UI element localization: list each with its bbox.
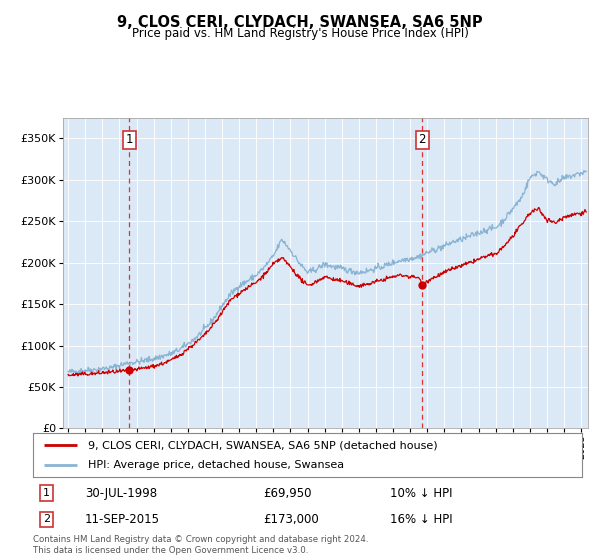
Text: 2: 2 (43, 515, 50, 524)
Text: 16% ↓ HPI: 16% ↓ HPI (390, 513, 452, 526)
Text: £173,000: £173,000 (263, 513, 319, 526)
Text: £69,950: £69,950 (263, 487, 312, 500)
Text: 1: 1 (125, 133, 133, 147)
Text: 9, CLOS CERI, CLYDACH, SWANSEA, SA6 5NP: 9, CLOS CERI, CLYDACH, SWANSEA, SA6 5NP (117, 15, 483, 30)
Text: 2: 2 (419, 133, 426, 147)
Text: HPI: Average price, detached house, Swansea: HPI: Average price, detached house, Swan… (88, 460, 344, 470)
Text: 9, CLOS CERI, CLYDACH, SWANSEA, SA6 5NP (detached house): 9, CLOS CERI, CLYDACH, SWANSEA, SA6 5NP … (88, 440, 437, 450)
Text: Price paid vs. HM Land Registry's House Price Index (HPI): Price paid vs. HM Land Registry's House … (131, 27, 469, 40)
Text: 30-JUL-1998: 30-JUL-1998 (85, 487, 157, 500)
Text: Contains HM Land Registry data © Crown copyright and database right 2024.
This d: Contains HM Land Registry data © Crown c… (33, 535, 368, 555)
Text: 1: 1 (43, 488, 50, 498)
Text: 10% ↓ HPI: 10% ↓ HPI (390, 487, 452, 500)
Text: 11-SEP-2015: 11-SEP-2015 (85, 513, 160, 526)
